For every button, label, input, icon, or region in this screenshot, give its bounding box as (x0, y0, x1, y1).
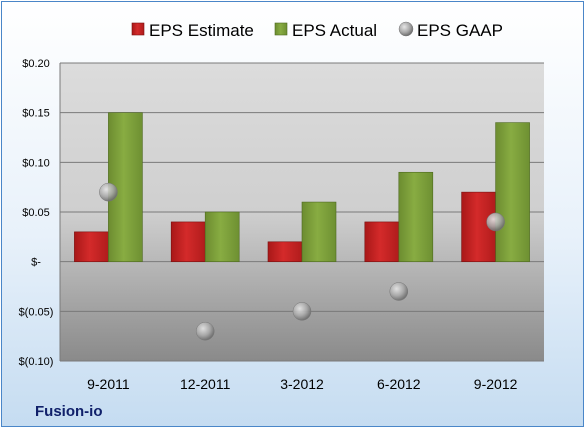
bar-eps-estimate (267, 241, 303, 262)
y-tick-label: $0.15 (22, 108, 50, 120)
y-tick-label: $(0.10) (19, 356, 54, 368)
bar-eps-actual (204, 211, 240, 262)
bar-eps-estimate (170, 221, 206, 262)
legend-swatch (274, 22, 288, 36)
x-tick-label: 9-2011 (87, 376, 130, 392)
y-tick-label: $0.10 (22, 157, 50, 169)
bar-eps-actual (398, 171, 434, 262)
bar-eps-estimate (364, 221, 400, 262)
legend-label: EPS GAAP (417, 21, 503, 40)
legend-label: EPS Actual (292, 21, 377, 40)
y-tick-label: $(0.05) (19, 306, 54, 318)
x-tick-label: 12-2011 (180, 376, 231, 392)
x-tick-label: 9-2012 (474, 376, 518, 392)
y-tick-label: $- (31, 257, 41, 269)
point-eps-gaap (195, 321, 215, 341)
bar-eps-estimate (74, 231, 109, 262)
bar-eps-actual (301, 201, 337, 262)
point-eps-gaap (99, 182, 118, 202)
y-tick-label: $0.20 (22, 58, 50, 70)
legend-label: EPS Estimate (149, 21, 254, 40)
legend-swatch (398, 21, 414, 37)
y-tick-label: $0.05 (22, 207, 50, 219)
bar-eps-actual (495, 122, 530, 262)
point-eps-gaap (292, 302, 312, 321)
company-name: Fusion-io (35, 403, 103, 420)
x-tick-label: 6-2012 (377, 376, 421, 392)
point-eps-gaap (389, 282, 409, 301)
x-tick-label: 3-2012 (280, 376, 324, 392)
legend-swatch (131, 22, 145, 36)
point-eps-gaap (486, 212, 505, 232)
